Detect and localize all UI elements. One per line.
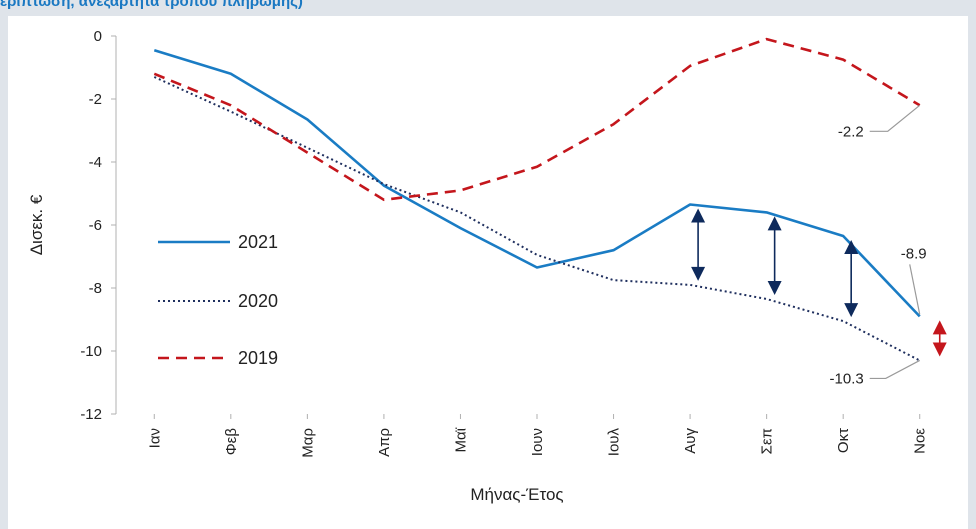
annotation-leader: [869, 104, 921, 132]
series-line-2019: [153, 37, 921, 202]
x-tick-label: Αυγ: [682, 428, 699, 454]
x-tick-label: Απρ: [376, 428, 393, 457]
x-tick-label: Νοε: [912, 428, 929, 454]
difference-arrow-Σεπ: [767, 216, 782, 296]
x-tick-label: Μαρ: [299, 428, 316, 458]
y-tick-label: 0: [94, 28, 102, 45]
legend-label-2020: 2020: [238, 291, 278, 311]
annotation-leader: [869, 359, 921, 380]
clipped-title: ερίπτωση, ανεξάρτητα τρόπου πληρωμής): [0, 0, 303, 10]
x-tick-label: Σεπ: [759, 428, 776, 454]
clipped-header: ερίπτωση, ανεξάρτητα τρόπου πληρωμής): [0, 0, 976, 16]
x-tick-label: Ιαν: [146, 428, 163, 448]
difference-arrow-Οκτ: [844, 240, 859, 318]
legend-label-2019: 2019: [238, 348, 278, 368]
series-line-2021: [153, 48, 921, 318]
series-line-2020: [153, 76, 921, 362]
y-tick-label: -10: [80, 343, 102, 360]
y-tick-label: -6: [89, 217, 102, 234]
x-tick-label: Οκτ: [835, 428, 852, 453]
y-tick-label: -8: [89, 280, 102, 297]
y-tick-label: -4: [89, 154, 102, 171]
annotation-label: -8.9: [901, 245, 927, 262]
x-tick-label: Ιουν: [529, 428, 546, 456]
x-tick-label: Μαϊ: [452, 427, 469, 452]
line-chart: 0 -2 -4 -6 -8 -10 -12 Ιαν Φεβ Μαρ Απρ Μαϊ Ιουν Ιουλ Αυ…: [27, 28, 947, 504]
y-tick-label: -12: [80, 406, 102, 423]
x-tick-label: Ιουλ: [606, 428, 623, 457]
y-tick-label: -2: [89, 91, 102, 108]
annotation-label: -10.3: [830, 370, 864, 387]
annotation-leader: [909, 264, 921, 315]
x-tick-label: Φεβ: [223, 428, 240, 456]
y-axis-title: Δισεκ. €: [27, 194, 46, 255]
annotation-label: -2.2: [838, 123, 864, 140]
chart-panel: 0 -2 -4 -6 -8 -10 -12 Ιαν Φεβ Μαρ Απρ Μαϊ Ιουν Ιουλ Αυ…: [8, 16, 968, 529]
difference-arrow-Αυγ: [691, 208, 706, 281]
difference-arrow-Νοε: [932, 320, 947, 357]
legend-label-2021: 2021: [238, 232, 278, 252]
x-axis-title: Μήνας-Έτος: [470, 485, 563, 504]
